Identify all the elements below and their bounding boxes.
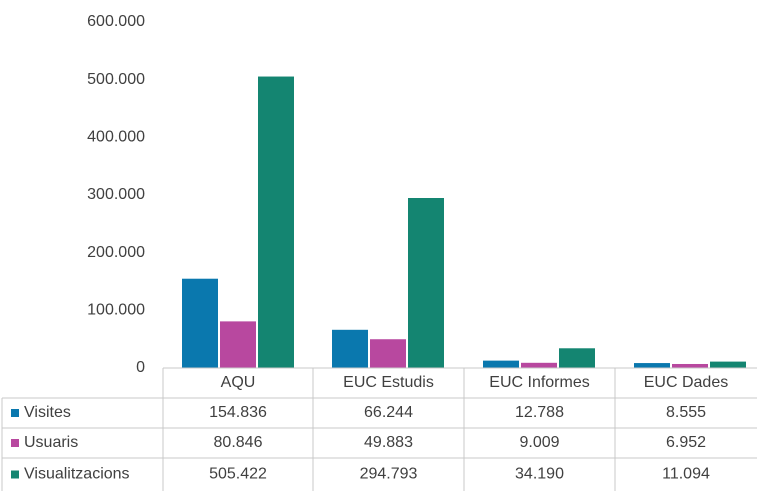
legend-swatch [11, 470, 19, 479]
legend-label: Visualitzacions [24, 466, 130, 483]
x-tick-label: EUC Estudis [343, 374, 434, 391]
x-tick-label: EUC Informes [489, 374, 589, 391]
table-cell: 80.846 [214, 434, 263, 451]
bar [370, 339, 406, 368]
legend-swatch [11, 439, 19, 447]
bar [258, 76, 294, 368]
y-tick-label: 100.000 [87, 302, 145, 319]
table-cell: 49.883 [364, 434, 413, 451]
legend-swatch [11, 409, 19, 417]
table-cell: 12.788 [515, 404, 564, 421]
table-cell: 154.836 [209, 404, 267, 421]
bar [408, 198, 444, 368]
table-cell: 505.422 [209, 466, 267, 483]
legend-label: Usuaris [24, 434, 78, 451]
bar [483, 360, 519, 368]
bar [634, 363, 670, 368]
bar [672, 363, 708, 368]
bar [332, 329, 368, 368]
x-tick-label: EUC Dades [644, 374, 728, 391]
table-cell: 11.094 [662, 466, 710, 483]
table-cell: 294.793 [360, 466, 418, 483]
bar [220, 321, 256, 368]
y-tick-label: 200.000 [87, 244, 145, 261]
bar [710, 361, 746, 368]
y-tick-label: 400.000 [87, 129, 145, 146]
y-tick-label: 600.000 [87, 13, 145, 30]
x-tick-label: AQU [221, 374, 256, 391]
bar [182, 278, 218, 368]
y-tick-label: 0 [136, 359, 145, 376]
bar [559, 348, 595, 368]
table-cell: 66.244 [364, 404, 413, 421]
bar [521, 362, 557, 368]
table-cell: 34.190 [515, 466, 564, 483]
table-cell: 8.555 [666, 404, 706, 421]
table-cell: 6.952 [666, 434, 706, 451]
legend-label: Visites [24, 404, 71, 421]
y-tick-label: 300.000 [87, 186, 145, 203]
y-tick-label: 500.000 [87, 71, 145, 88]
table-cell: 9.009 [519, 434, 559, 451]
